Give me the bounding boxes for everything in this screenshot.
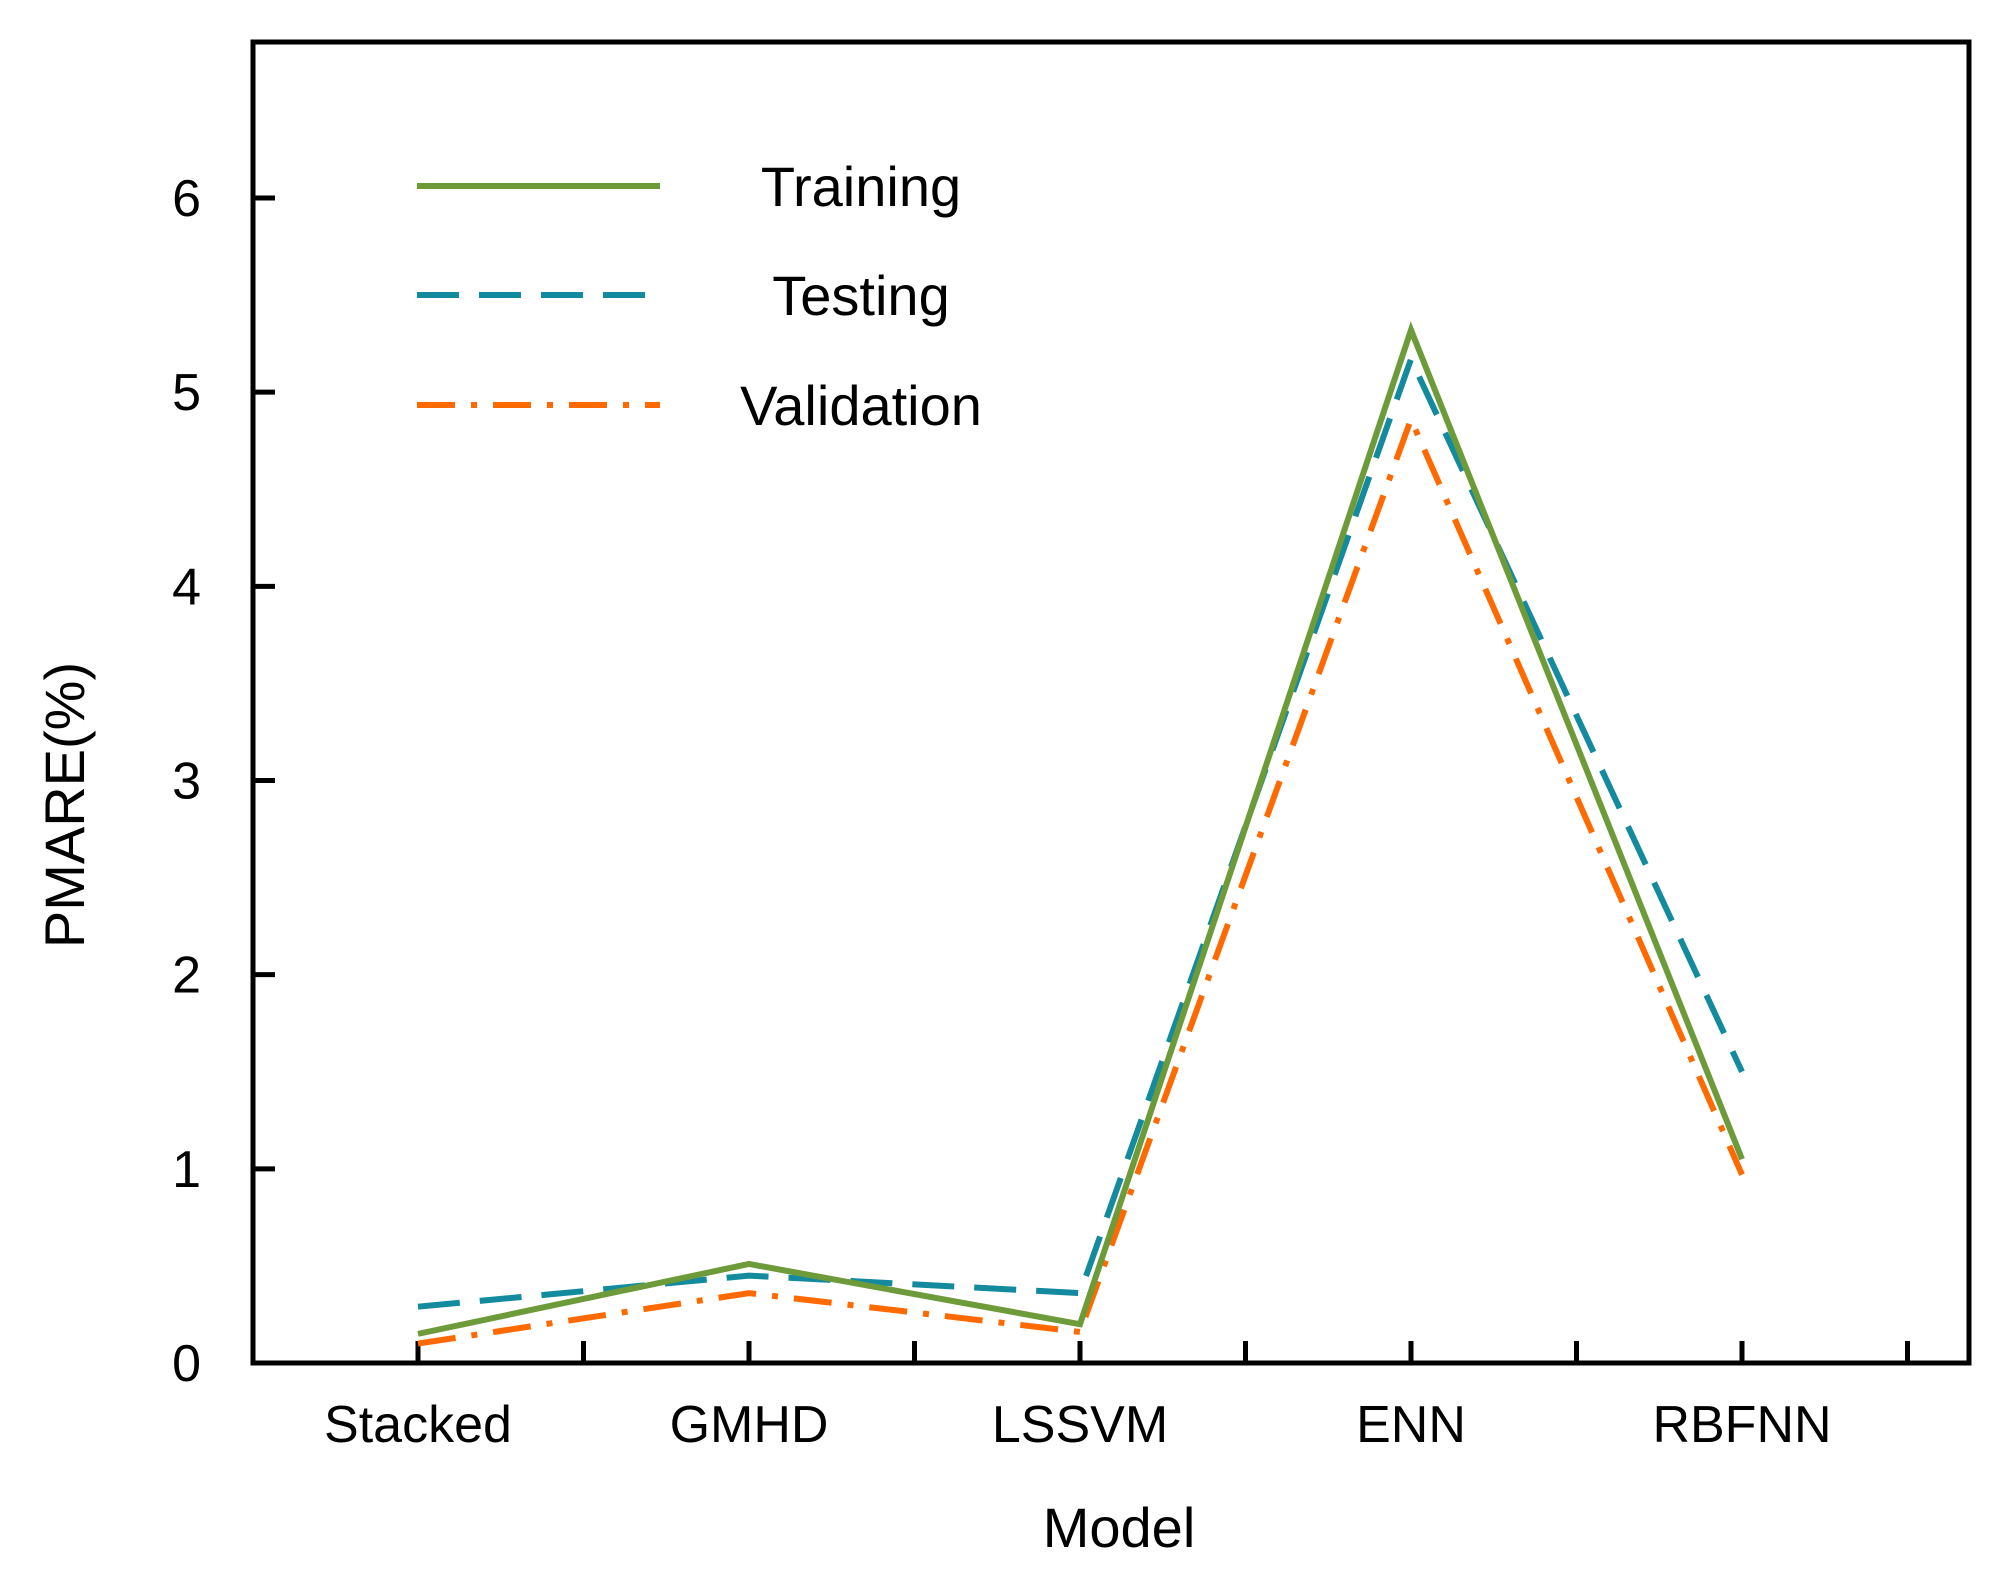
x-tick-label: ENN: [1356, 1396, 1466, 1454]
x-axis-tick-labels: Stacked GMHD LSSVM ENN RBFNN: [324, 1396, 1832, 1454]
y-tick-label: 5: [172, 364, 201, 422]
series-line-validation: [417, 411, 1745, 1347]
y-tick-label: 0: [172, 1335, 201, 1393]
y-tick-label: 1: [172, 1141, 201, 1199]
x-tick-label: GMHD: [670, 1396, 829, 1454]
series-line-testing: [417, 351, 1745, 1310]
y-axis-title: PMARE(%): [33, 662, 96, 948]
y-axis-ticks: [253, 195, 275, 1366]
plot-frame: [250, 39, 1972, 1366]
legend-label-validation: Validation: [740, 374, 982, 437]
y-tick-label: 4: [172, 558, 201, 616]
x-axis-ticks: [415, 1341, 1910, 1363]
legend-label-testing: Testing: [772, 264, 949, 327]
series-line-training: [417, 321, 1745, 1337]
y-tick-label: 6: [172, 170, 201, 228]
y-tick-label: 2: [172, 947, 201, 1005]
y-axis-tick-labels: 0 1 2 3 4 5 6: [172, 170, 201, 1393]
y-tick-label: 3: [172, 753, 201, 811]
x-axis-title: Model: [1043, 1496, 1196, 1559]
legend-label-training: Training: [761, 155, 961, 218]
x-tick-label: RBFNN: [1652, 1396, 1831, 1454]
series-lines: [417, 321, 1745, 1347]
x-tick-label: Stacked: [324, 1396, 512, 1454]
legend: Training Testing Validation: [417, 155, 982, 437]
x-tick-label: LSSVM: [992, 1396, 1168, 1454]
